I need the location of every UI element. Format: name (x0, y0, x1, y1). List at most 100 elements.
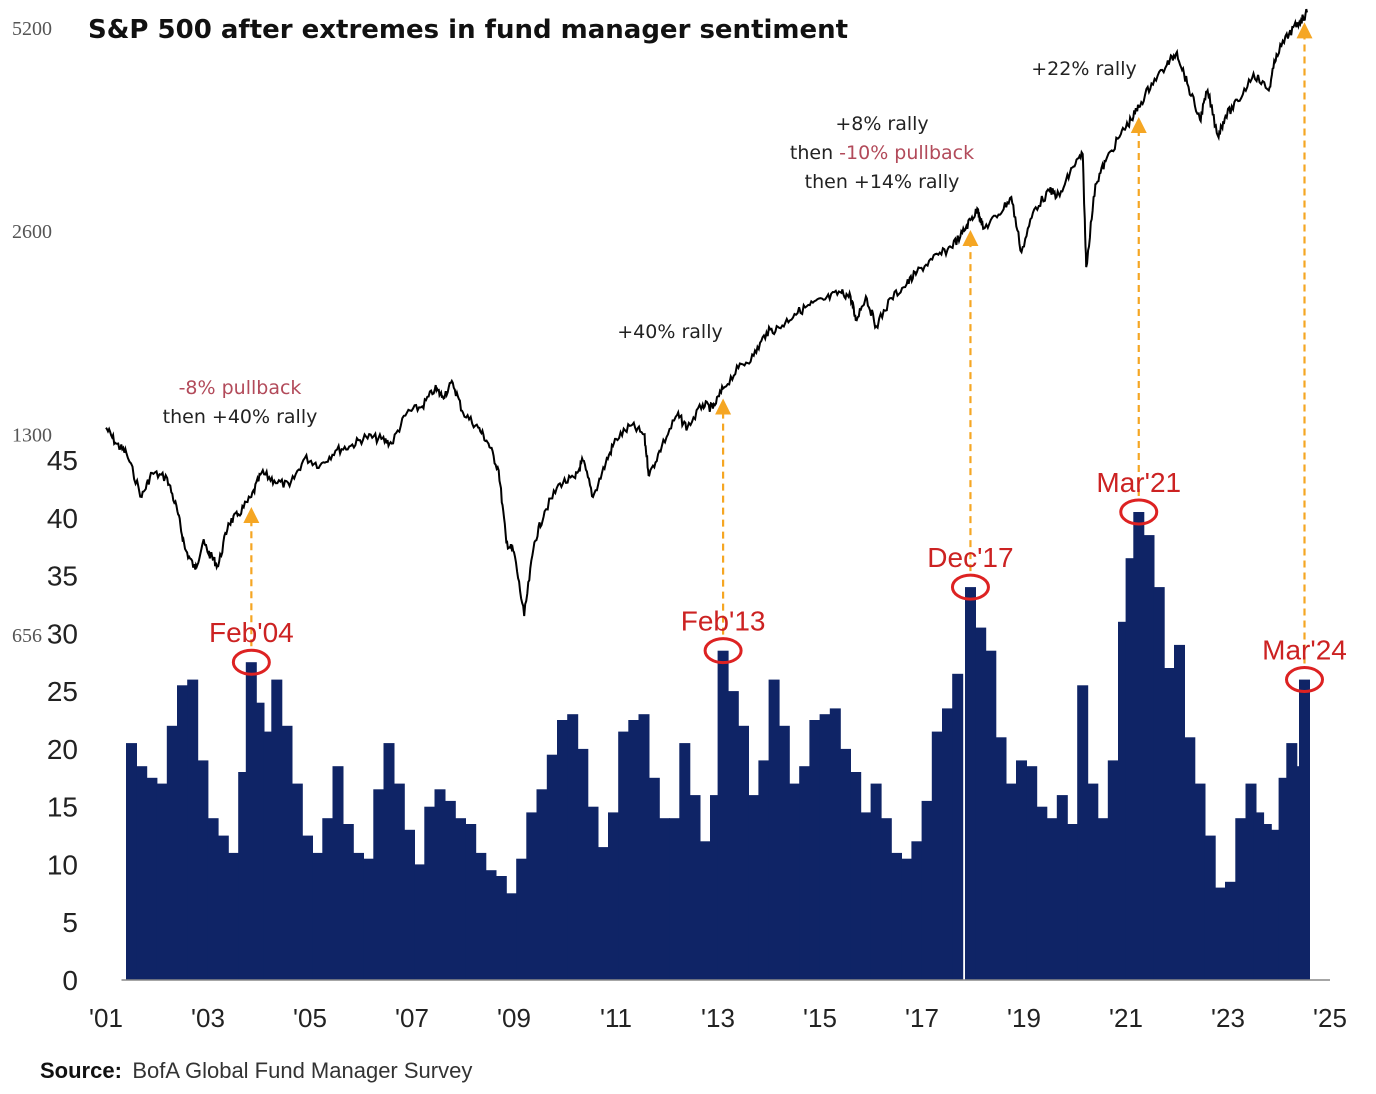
highlight-arrow-head (1296, 22, 1313, 39)
sentiment-bar (995, 737, 1007, 980)
annotation-ann-2017: +8% rally then -10% pullback then +14% ral… (790, 113, 974, 193)
source-text: BofA Global Fund Manager Survey (132, 1058, 472, 1083)
annotation-line: +8% rally (835, 113, 928, 135)
sentiment-bar (363, 858, 375, 980)
x-tick-label: '17 (905, 1003, 939, 1033)
sentiment-bar (1271, 829, 1282, 980)
sentiment-bar (985, 650, 997, 980)
sentiment-bar (393, 783, 405, 980)
highlight-arrow-head (1130, 116, 1147, 133)
annotation-line: +22% rally (1031, 58, 1136, 80)
sentiment-bar (577, 748, 589, 980)
highlight-arrow-head (715, 398, 732, 415)
sentiment-bar (1153, 587, 1165, 980)
sentiment-bar (546, 754, 558, 980)
sentiment-bar (819, 714, 831, 980)
sentiment-bar (238, 772, 250, 980)
x-tick-label: '01 (89, 1003, 123, 1033)
sentiment-bar (880, 818, 892, 980)
sentiment-bar (322, 818, 334, 980)
sp500-tick-label: 5200 (12, 18, 52, 40)
sentiment-bar (659, 818, 670, 980)
sp500-tick-label: 656 (12, 625, 42, 647)
sentiment-bar (1260, 824, 1272, 980)
sentiment-bar (475, 852, 487, 980)
sentiment-bar (444, 800, 456, 980)
sentiment-bar (485, 870, 497, 980)
sentiment-bar (1214, 887, 1226, 980)
sentiment-bar (597, 847, 609, 980)
highlight-label: Feb'13 (681, 606, 766, 637)
x-tick-label: '23 (1211, 1003, 1245, 1033)
sentiment-bar (177, 685, 188, 980)
sentiment-bar (156, 783, 168, 980)
sentiment-bar (557, 720, 568, 980)
sentiment-bar (891, 852, 902, 980)
sentiment-bar (536, 789, 548, 980)
highlight-label: Mar'24 (1262, 635, 1347, 666)
sentiment-bar (1299, 679, 1310, 980)
sentiment-bar (911, 841, 923, 980)
highlight-labels: Feb'04 Feb'13 Dec'17 Mar'21 Mar'24 (209, 467, 1347, 666)
x-tick-label: '11 (600, 1003, 632, 1033)
sentiment-tick-label: 20 (47, 734, 78, 765)
sentiment-bar (271, 679, 283, 980)
highlight-circles (231, 498, 1324, 694)
annotation-text: then (790, 142, 839, 164)
annotation-text: then +14% rally (805, 171, 960, 193)
sentiment-bar (373, 789, 385, 980)
sentiment-bar (699, 841, 711, 980)
x-tick-label: '03 (191, 1003, 225, 1033)
sentiment-bar (717, 650, 729, 980)
sentiment-bar (1204, 835, 1216, 980)
x-tick-label: '05 (293, 1003, 327, 1033)
sentiment-bar (455, 818, 466, 980)
sentiment-bar (146, 777, 158, 980)
sentiment-bar (758, 760, 770, 980)
x-tick-label: '21 (1109, 1003, 1143, 1033)
highlight-circle (703, 637, 743, 665)
sentiment-bar (840, 748, 851, 980)
sentiment-bar (495, 876, 507, 980)
sentiment-bar (383, 743, 395, 980)
chart-title: S&P 500 after extremes in fund manager s… (88, 15, 848, 45)
x-tick-label: '13 (701, 1003, 735, 1033)
sentiment-bar (942, 708, 953, 980)
sentiment-bar (778, 725, 790, 980)
annotation-line: -8% pullback (179, 377, 302, 399)
sentiment-bar (434, 789, 446, 980)
sentiment-bar (1026, 766, 1038, 980)
sentiment-tick-label: 40 (47, 503, 78, 534)
x-tick-label: '09 (497, 1003, 531, 1033)
annotation-ann-2004: -8% pullback then +40% rally (163, 377, 318, 428)
source-label: Source: (40, 1058, 122, 1083)
sentiment-bar (465, 824, 477, 980)
sentiment-bar (1077, 685, 1089, 980)
sentiment-bar (1125, 558, 1137, 980)
sentiment-bar (353, 852, 364, 980)
sentiment-bar (727, 691, 739, 980)
sentiment-bar (414, 864, 426, 980)
sentiment-bar (965, 587, 976, 980)
sentiment-bar (850, 772, 862, 980)
sentiment-bar (516, 858, 528, 980)
sentiment-tick-label: 45 (47, 445, 78, 476)
sentiment-bar (921, 800, 933, 980)
highlight-circle (1285, 666, 1324, 694)
sentiment-tick-label: 35 (47, 561, 78, 592)
sentiment-bar (1133, 512, 1145, 980)
sentiment-bar (1067, 824, 1078, 980)
sentiment-bar (526, 812, 538, 980)
annotation-text: -8% pullback (179, 377, 302, 399)
sentiment-tick-label: 15 (47, 792, 78, 823)
sentiment-bar (342, 824, 354, 980)
annotation-line: then +14% rally (805, 171, 960, 193)
sentiment-bar (638, 714, 650, 980)
sentiment-bar (809, 720, 821, 980)
sentiment-tick-label: 10 (47, 849, 78, 880)
sentiment-bar (1016, 760, 1027, 980)
sentiment-bar (253, 702, 265, 980)
sentiment-bar (587, 806, 599, 980)
sentiment-bar (931, 731, 943, 980)
sentiment-bar (1046, 818, 1058, 980)
